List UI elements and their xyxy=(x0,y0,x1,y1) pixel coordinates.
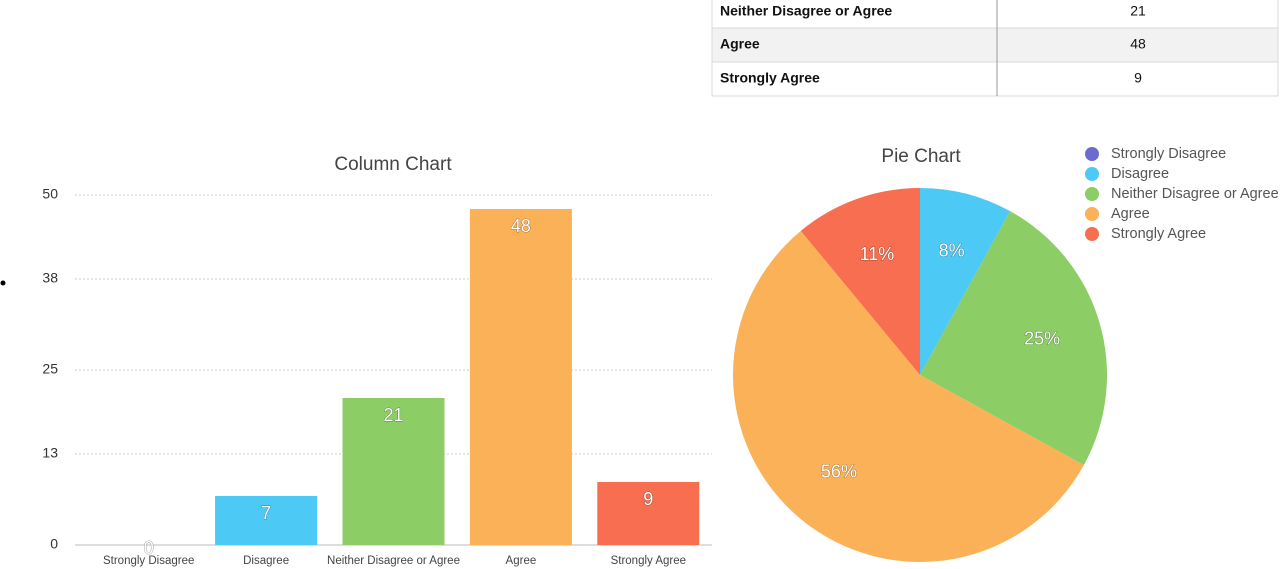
legend-marker xyxy=(1085,207,1099,221)
table-row xyxy=(711,61,1279,97)
y-tick-label: 50 xyxy=(42,186,58,202)
legend-label: Strongly Disagree xyxy=(1111,146,1226,162)
legend-label: Agree xyxy=(1111,206,1150,222)
value-label: 21 xyxy=(383,405,403,425)
table-label: Strongly Agree xyxy=(720,70,820,86)
x-tick-label: Strongly Disagree xyxy=(103,555,194,567)
pie-slice xyxy=(920,211,1108,466)
legend-marker xyxy=(1085,147,1099,161)
value-label: 11% xyxy=(860,244,895,264)
x-tick-label: Neither Disagree or Agree xyxy=(327,555,460,567)
table-label: Agree xyxy=(720,36,760,52)
table-row xyxy=(711,0,1279,29)
pie-slice xyxy=(733,230,1084,562)
value-label: 7 xyxy=(261,503,271,523)
table-value: 48 xyxy=(1130,36,1146,52)
value-label: 56% xyxy=(821,462,857,482)
bar xyxy=(215,496,318,545)
legend-label: Neither Disagree or Agree xyxy=(1111,186,1279,202)
value-label: 25% xyxy=(1024,328,1060,348)
bar xyxy=(597,482,700,545)
bar xyxy=(342,398,445,545)
pie-slice xyxy=(800,188,920,375)
bar xyxy=(469,209,572,545)
value-label: 8% xyxy=(939,241,965,261)
legend-label: Disagree xyxy=(1111,166,1169,182)
table xyxy=(711,0,1279,97)
y-tick-label: 25 xyxy=(42,361,58,377)
chart-title: Pie Chart xyxy=(881,146,961,167)
chart-title: Column Chart xyxy=(334,154,452,175)
table-value: 21 xyxy=(1130,3,1146,19)
x-tick-label: Agree xyxy=(506,555,537,567)
legend-marker xyxy=(1085,187,1099,201)
y-tick-label: 13 xyxy=(42,445,58,461)
y-tick-label: 0 xyxy=(50,536,58,552)
legend-marker xyxy=(1085,167,1099,181)
x-tick-label: Strongly Agree xyxy=(611,555,686,567)
table-label: Neither Disagree or Agree xyxy=(720,3,892,19)
legend-marker xyxy=(1085,227,1099,241)
value-label: 9 xyxy=(643,489,653,509)
value-label: 0 xyxy=(144,538,154,558)
value-label: 48 xyxy=(511,216,531,236)
y-tick-label: 38 xyxy=(42,270,58,286)
pie-slice xyxy=(920,188,1011,375)
bullet xyxy=(0,280,6,286)
table-row xyxy=(711,27,1279,63)
table-value: 9 xyxy=(1134,70,1142,86)
legend-label: Strongly Agree xyxy=(1111,226,1206,242)
x-tick-label: Disagree xyxy=(243,555,289,567)
